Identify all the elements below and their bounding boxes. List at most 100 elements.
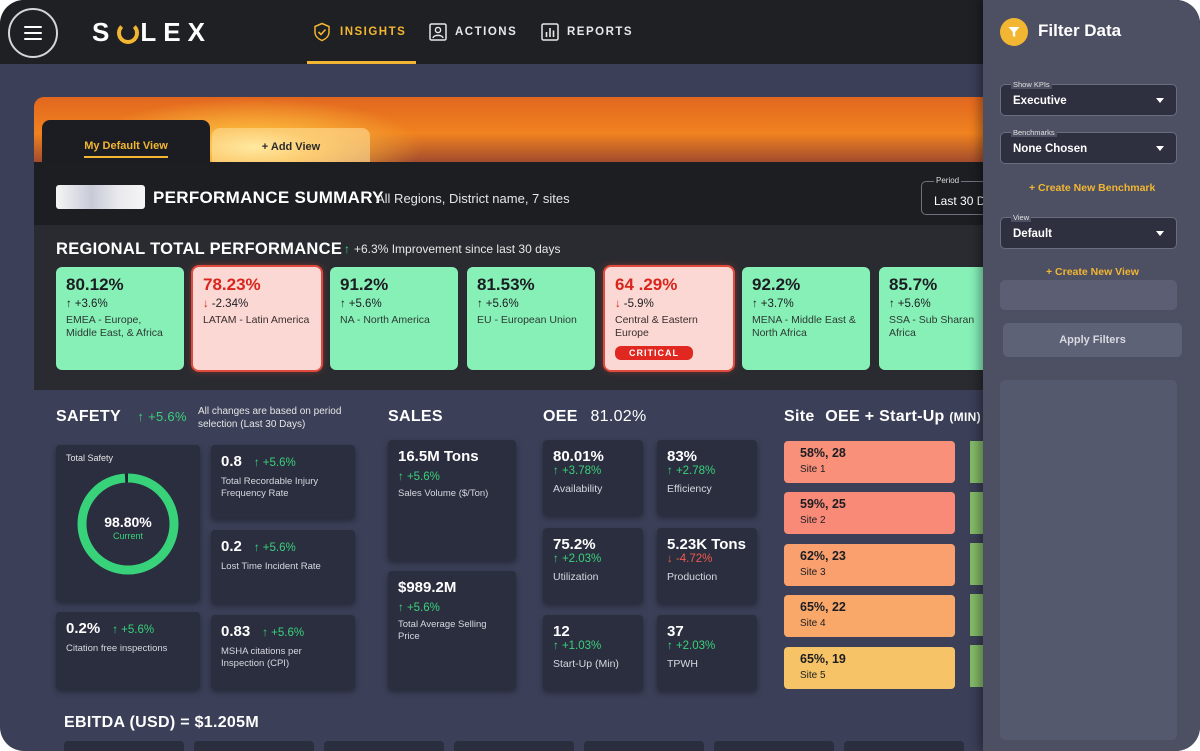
total-safety-label: Total Safety [66,453,114,463]
nav-reports-label: REPORTS [567,26,634,38]
tile-delta: ↑ +2.03% [553,553,602,565]
total-safety-sub: Current [112,531,143,541]
tab-add-view[interactable]: + Add View [212,128,370,162]
region-card[interactable]: 80.12% ↑ +3.6% EMEA - Europe, Middle East… [56,267,184,370]
ebitda-tile[interactable] [584,741,704,751]
region-card[interactable]: 92.2% ↑ +3.7% MENA - Middle East & North … [742,267,870,370]
ebitda-tile[interactable] [64,741,184,751]
benchmarks-select[interactable]: Benchmarks None Chosen [1000,128,1177,164]
region-card[interactable]: 91.2% ↑ +5.6% NA - North America [330,267,458,370]
tile-value: 75.2% [553,536,596,553]
safety-tile[interactable]: 0.8 ↑ +5.6% Total Recordable Injury Frequ… [211,445,355,518]
oee-title-text: OEE [543,408,578,425]
oee-tile[interactable]: 5.23K Tons ↓ -4.72% Production [657,528,757,603]
period-select[interactable]: Period Last 30 D [921,176,1001,215]
tile-label: Total Recordable Injury Frequency Rate [221,476,319,499]
nav-reports[interactable]: REPORTS [541,0,633,64]
tile-label: Sales Volume ($/Ton) [398,488,489,499]
trend-arrow-icon: ↓ [615,298,621,310]
nav-insights[interactable]: INSIGHTS [312,0,406,64]
view-label: View [1011,213,1032,222]
trend-arrow-icon: ↓ [203,298,209,310]
ebitda-tile[interactable] [714,741,834,751]
filter-blur-region [1000,380,1177,740]
ebitda-tile[interactable] [194,741,314,751]
up-arrow-icon: ↑ [344,242,350,256]
create-view-link[interactable]: + Create New View [1046,266,1139,278]
oee-tile[interactable]: 75.2% ↑ +2.03% Utilization [543,528,643,603]
tile-label: Citation free inspections [66,643,168,654]
tab-add-view-label: + Add View [261,141,321,153]
performance-summary-subtitle: All Regions, District name, 7 sites [376,191,570,206]
region-change: ↓ -5.9% [615,298,723,310]
safety-tile[interactable]: 0.2% ↑ +5.6% Citation free inspections [56,612,200,689]
site-card[interactable]: 65%, 22 Site 4 [784,595,955,637]
site-name: Site 2 [800,515,826,526]
performance-summary-title: PERFORMANCE SUMMARY [153,188,384,207]
site-oee-title-prefix: Site [784,408,815,425]
site-value: 65%, 22 [800,600,846,614]
oee-tile[interactable]: 37 ↑ +2.03% TPWH [657,615,757,690]
region-value: 64 .29% [615,275,678,294]
total-safety-value: 98.80% [104,514,152,530]
oee-tile[interactable]: 12 ↑ +1.03% Start-Up (Min) [543,615,643,690]
create-benchmark-link[interactable]: + Create New Benchmark [1029,182,1156,194]
tile-delta: ↑ +5.6% [253,542,296,554]
ebitda-tile[interactable] [454,741,574,751]
ebitda-tile[interactable] [324,741,444,751]
region-card[interactable]: 64 .29% ↓ -5.9% Central & Eastern Europe … [605,267,733,370]
region-card[interactable]: 78.23% ↓ -2.34% LATAM - Latin America [193,267,321,370]
region-value: 78.23% [203,275,261,294]
ebitda-title: EBITDA (USD) = $1.205M [64,714,259,731]
sales-tile[interactable]: 16.5M Tons ↑ +5.6% Sales Volume ($/Ton) [388,440,516,560]
region-value: 91.2% [340,275,389,294]
site-value: 59%, 25 [800,497,846,511]
tile-delta: ↑ +2.03% [667,640,716,652]
tab-my-default-view[interactable]: My Default View [42,120,210,162]
chevron-down-icon [1156,231,1164,236]
safety-tile[interactable]: 0.83 ↑ +5.6% MSHA citations per Inspectio… [211,615,355,689]
apply-filters-button[interactable]: Apply Filters [1003,323,1182,357]
region-change-text: +3.7% [760,298,794,310]
menu-button[interactable] [8,8,58,58]
region-change: ↑ +3.6% [66,298,174,310]
safety-title-text: SAFETY [56,408,121,425]
oee-tile[interactable]: 83% ↑ +2.78% Efficiency [657,440,757,515]
safety-tile[interactable]: 0.2 ↑ +5.6% Lost Time Incident Rate [211,530,355,603]
region-value: 81.53% [477,275,535,294]
region-name: SSA - Sub Sharan Africa [889,314,975,339]
tile-delta: ↑ +5.6% [112,624,155,636]
oee-tile[interactable]: 80.01% ↑ +3.78% Availability [543,440,643,515]
site-card[interactable]: 58%, 28 Site 1 [784,441,955,483]
region-change-text: +3.6% [74,298,108,310]
site-card[interactable]: 65%, 19 Site 5 [784,647,955,689]
region-name: Central & Eastern Europe [615,314,698,339]
nav-actions-label: ACTIONS [455,26,518,38]
site-card[interactable]: 59%, 25 Site 2 [784,492,955,534]
view-select[interactable]: View Default [1000,213,1177,249]
tile-value-text: 0.8 [221,453,242,470]
oee-value: 81.02% [590,408,647,425]
ebitda-tile[interactable] [844,741,964,751]
region-card[interactable]: 85.7% ↑ +5.6% SSA - Sub Sharan Africa [879,267,989,370]
tile-delta: ↓ -4.72% [667,553,713,565]
period-label: Period [934,176,962,185]
regional-improvement-text: +6.3% Improvement since last 30 days [354,242,561,256]
nav-actions[interactable]: ACTIONS [429,0,517,64]
region-change: ↑ +3.7% [752,298,860,310]
region-name: MENA - Middle East & North Africa [752,314,856,339]
site-oee-title: Site OEE + Start-Up (MIN) [784,408,981,426]
region-card[interactable]: 81.53% ↑ +5.6% EU - European Union [467,267,595,370]
show-kpis-select[interactable]: Show KPIs Executive [1000,80,1177,116]
sales-tile[interactable]: $989.2M ↑ +5.6% Total Average Selling Pr… [388,571,516,689]
trend-arrow-icon: ↑ [752,298,758,310]
tile-label: Production [667,571,718,583]
show-kpis-value: Executive [1013,95,1067,107]
safety-delta: ↑ +5.6% [137,409,187,424]
tile-label: Availability [553,483,603,495]
site-card-overflow [970,441,983,689]
tile-delta: ↑ +2.78% [667,465,716,477]
safety-title: SAFETY ↑ +5.6% [56,408,187,426]
tile-value: 0.2 ↑ +5.6% [221,538,345,555]
site-card[interactable]: 62%, 23 Site 3 [784,544,955,586]
